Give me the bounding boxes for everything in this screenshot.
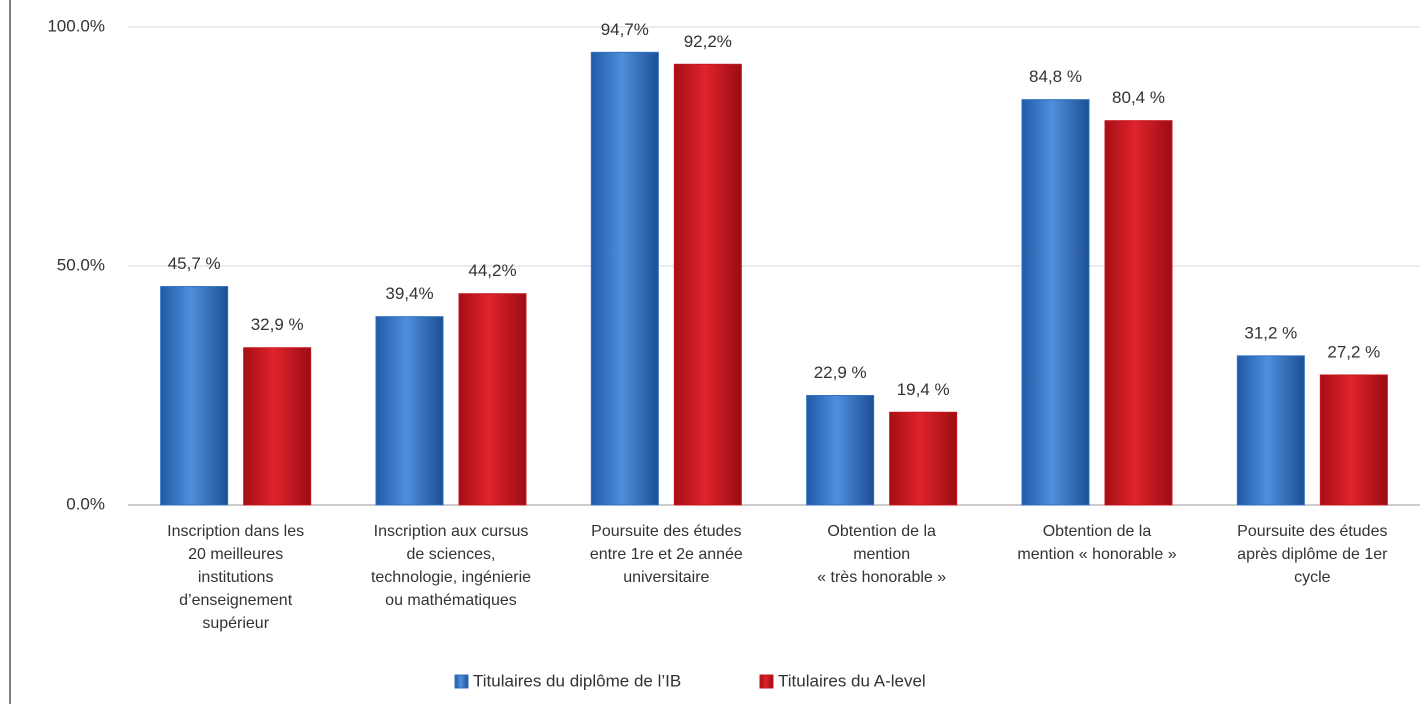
data-label: 27,2 % bbox=[1327, 342, 1380, 361]
x-tick-label: Inscription dans les 20 meilleures institu… bbox=[167, 523, 304, 632]
x-tick-line: d’enseignement bbox=[179, 592, 293, 609]
data-label: 32,9 % bbox=[251, 315, 304, 334]
x-tick-line: institutions bbox=[198, 569, 274, 586]
x-tick-line: Obtention de la bbox=[1043, 523, 1152, 540]
data-label: 22,9 % bbox=[814, 363, 867, 382]
legend-label: Titulaires du diplôme de l’IB bbox=[473, 671, 681, 690]
data-label: 80,4 % bbox=[1112, 88, 1165, 107]
x-tick-line: de sciences, bbox=[407, 546, 496, 563]
legend-swatch bbox=[454, 674, 469, 689]
y-tick-label: 0.0% bbox=[66, 494, 105, 513]
x-tick-line: Poursuite des études bbox=[591, 523, 741, 540]
x-tick-line: mention bbox=[853, 546, 910, 563]
x-tick-line: Obtention de la bbox=[827, 523, 936, 540]
x-tick-line: Inscription aux cursus bbox=[374, 523, 529, 540]
data-label: 19,4 % bbox=[897, 380, 950, 399]
x-tick-line: Poursuite des études bbox=[1237, 523, 1387, 540]
y-tick-label: 100.0% bbox=[47, 16, 105, 35]
x-tick-label: Poursuite des études entre 1re et 2e anné… bbox=[590, 523, 743, 586]
data-label: 44,2% bbox=[468, 261, 516, 280]
bar bbox=[1104, 120, 1173, 506]
data-label: 39,4% bbox=[385, 284, 433, 303]
data-label: 31,2 % bbox=[1244, 323, 1297, 342]
data-label: 94,7% bbox=[601, 20, 649, 39]
x-tick-label: Poursuite des études après diplôme de 1er… bbox=[1237, 523, 1388, 586]
x-tick-line: après diplôme de 1er bbox=[1237, 546, 1388, 563]
data-label: 84,8 % bbox=[1029, 67, 1082, 86]
bar bbox=[375, 316, 444, 506]
x-tick-label: Obtention de la mention « très honorable » bbox=[817, 523, 946, 586]
x-tick-label: Obtention de la mention « honorable » bbox=[1017, 523, 1176, 563]
bar bbox=[590, 51, 659, 506]
y-tick-label: 50.0% bbox=[57, 255, 105, 274]
bar bbox=[243, 347, 312, 506]
bar bbox=[889, 411, 958, 506]
bar bbox=[1236, 355, 1305, 506]
x-tick-line: universitaire bbox=[623, 569, 709, 586]
bar bbox=[806, 395, 875, 506]
x-tick-line: technologie, ingénierie bbox=[371, 569, 531, 586]
x-tick-line: entre 1re et 2e année bbox=[590, 546, 743, 563]
bar bbox=[1319, 374, 1388, 506]
x-tick-line: « très honorable » bbox=[817, 569, 946, 586]
x-tick-line: mention « honorable » bbox=[1017, 546, 1176, 563]
data-label: 45,7 % bbox=[168, 254, 221, 273]
bar bbox=[1021, 99, 1090, 506]
x-tick-line: Inscription dans les bbox=[167, 523, 304, 540]
x-tick-label: Inscription aux cursus de sciences, techno… bbox=[371, 523, 531, 609]
x-tick-line: 20 meilleures bbox=[188, 546, 283, 563]
legend-swatch bbox=[759, 674, 774, 689]
data-label: 92,2% bbox=[684, 32, 732, 51]
bar bbox=[673, 63, 742, 506]
x-tick-line: cycle bbox=[1294, 569, 1331, 586]
legend-label: Titulaires du A-level bbox=[778, 671, 926, 690]
x-tick-line: supérieur bbox=[202, 615, 269, 632]
bar bbox=[160, 286, 229, 506]
bar bbox=[458, 293, 527, 506]
x-tick-line: ou mathématiques bbox=[385, 592, 517, 609]
